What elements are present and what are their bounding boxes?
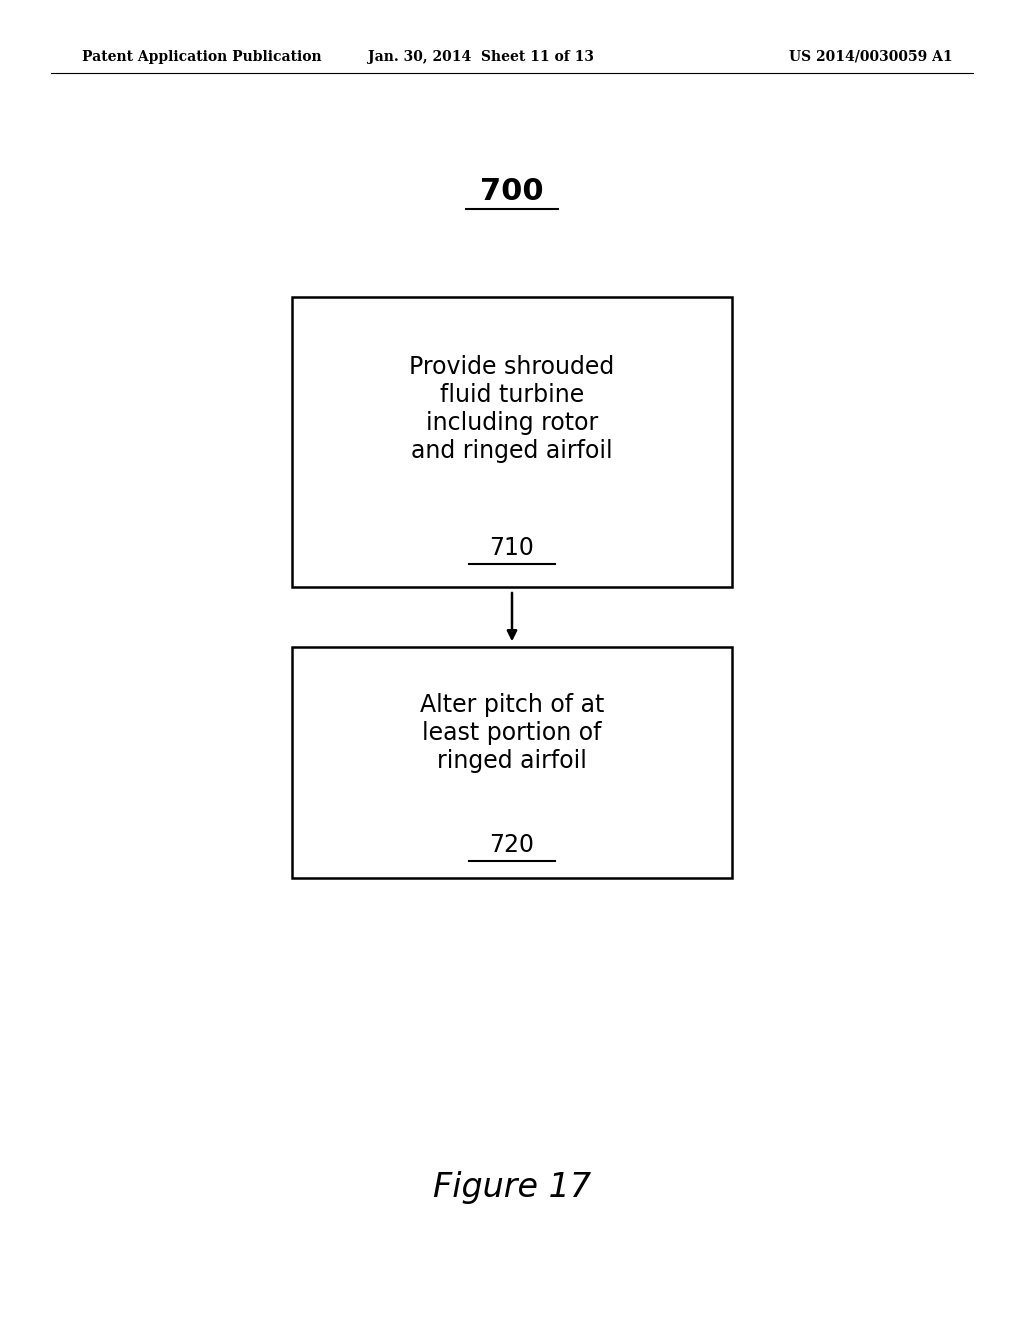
FancyBboxPatch shape [292, 297, 732, 587]
Text: Alter pitch of at
least portion of
ringed airfoil: Alter pitch of at least portion of ringe… [420, 693, 604, 774]
Text: US 2014/0030059 A1: US 2014/0030059 A1 [788, 50, 952, 63]
Text: 700: 700 [480, 177, 544, 206]
Text: Patent Application Publication: Patent Application Publication [82, 50, 322, 63]
Text: Provide shrouded
fluid turbine
including rotor
and ringed airfoil: Provide shrouded fluid turbine including… [410, 355, 614, 463]
FancyBboxPatch shape [292, 647, 732, 878]
Text: 720: 720 [489, 833, 535, 857]
Text: Jan. 30, 2014  Sheet 11 of 13: Jan. 30, 2014 Sheet 11 of 13 [369, 50, 594, 63]
Text: 710: 710 [489, 536, 535, 560]
Text: Figure 17: Figure 17 [433, 1172, 591, 1204]
